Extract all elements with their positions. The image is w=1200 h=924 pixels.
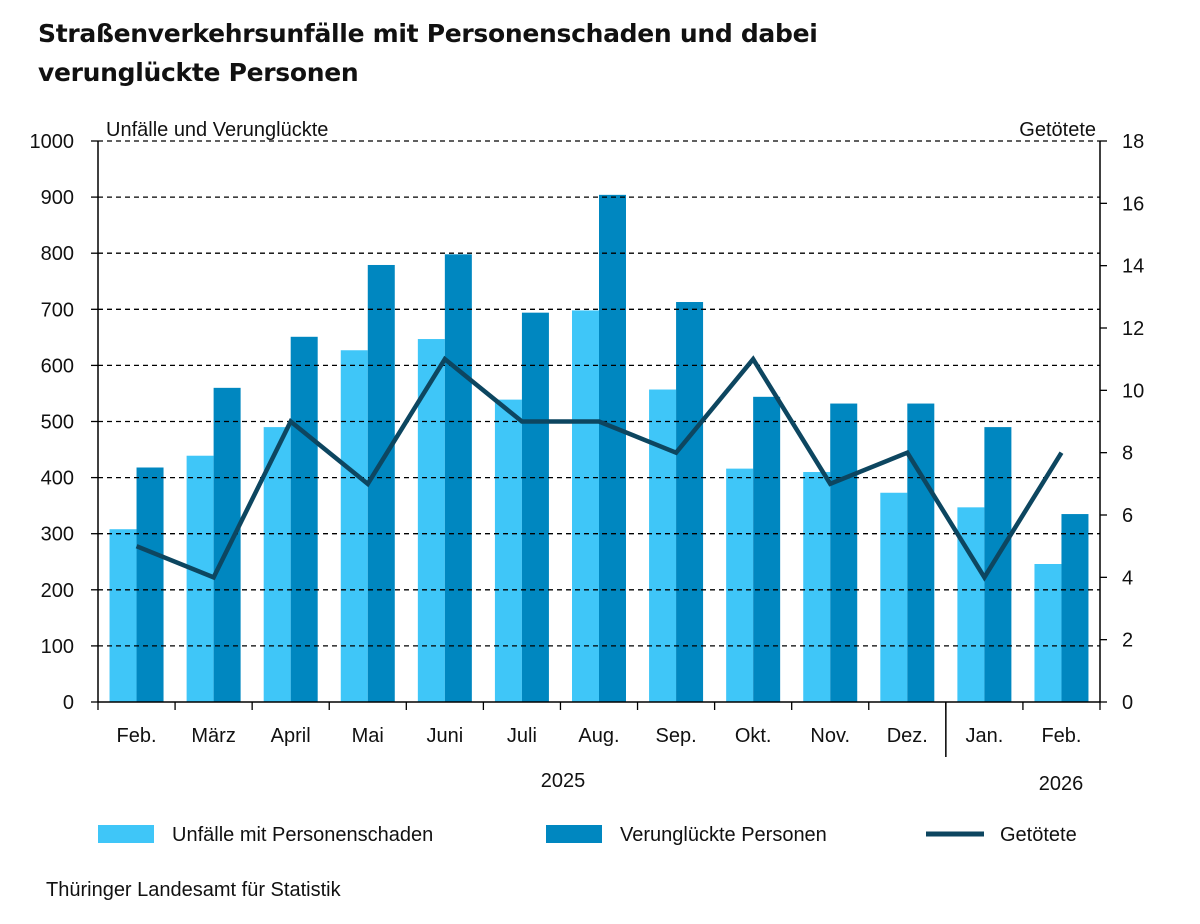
y-right-tick-label-12: 12: [1122, 318, 1144, 340]
y-left-tick-label-500: 500: [41, 412, 74, 434]
axes: [97, 141, 1101, 757]
legend: Unfälle mit Personenschaden Verunglückte…: [98, 824, 1077, 846]
x-tick-label-4: Juni: [426, 725, 463, 747]
bar-verunglueckte-10: [907, 403, 935, 702]
bar-verunglueckte-6: [599, 194, 626, 702]
legend-label-unfaelle: Unfälle mit Personenschaden: [172, 824, 433, 846]
y-left-tick-label-100: 100: [41, 636, 74, 658]
x-tick-label-5: Juli: [507, 725, 537, 747]
y-left-tick-label-1000: 1000: [30, 131, 75, 153]
y-right-tick-label-2: 2: [1122, 630, 1133, 652]
y-left-tick-label-900: 900: [41, 187, 74, 209]
y-right-tick-label-14: 14: [1122, 256, 1144, 278]
y-left-tick-label-600: 600: [41, 355, 74, 377]
y-left-tick-label-800: 800: [41, 243, 74, 265]
y-right-tick-label-18: 18: [1122, 131, 1144, 153]
y-right-tick-label-0: 0: [1122, 692, 1133, 714]
bar-unfaelle-12: [1034, 563, 1062, 702]
bar-unfaelle-7: [649, 389, 677, 702]
y-right-tick-label-16: 16: [1122, 193, 1144, 215]
y-right-tick-label-10: 10: [1122, 380, 1144, 402]
year-label-2025: 2025: [541, 770, 586, 792]
legend-label-verunglueckte: Verunglückte Personen: [620, 824, 827, 846]
x-axis-ticks: Feb. März April Mai Juni Juli Aug. Sep. Okt. Nov.…: [117, 725, 1082, 747]
x-tick-label-3: Mai: [352, 725, 384, 747]
chart-title-line-1: Straßenverkehrsunfälle mit Personenschad…: [38, 19, 818, 48]
legend-swatch-verunglueckte: [546, 825, 602, 843]
bar-verunglueckte-9: [830, 403, 858, 702]
y-axis-left-ticks: 0 100 200 300 400 500 600 700 800 900 1000: [30, 131, 98, 714]
bar-unfaelle-10: [880, 492, 908, 702]
y-left-tick-label-300: 300: [41, 524, 74, 546]
bar-unfaelle-8: [726, 468, 754, 702]
bar-verunglueckte-8: [753, 396, 781, 702]
series-getoetete-line: [135, 355, 1064, 582]
y-axis-right-label: Getötete: [1019, 119, 1096, 141]
y-axis-left-label: Unfälle und Verunglückte: [106, 119, 328, 141]
y-right-tick-label-6: 6: [1122, 505, 1133, 527]
bar-verunglueckte-3: [367, 264, 395, 702]
x-tick-label-1: März: [191, 725, 235, 747]
chart-title-line-2: verunglückte Personen: [38, 58, 359, 87]
bar-unfaelle-0: [109, 529, 137, 702]
bar-unfaelle-3: [340, 350, 368, 702]
x-tick-label-2: April: [271, 725, 311, 747]
bar-unfaelle-6: [572, 310, 599, 702]
x-tick-label-8: Okt.: [735, 725, 772, 747]
y-right-tick-label-8: 8: [1122, 443, 1133, 465]
y-axis-right-ticks: 0 2 4 6 8 10 12 14 16 18: [1100, 131, 1144, 714]
bar-unfaelle-5: [494, 399, 522, 702]
bar-verunglueckte-0: [136, 467, 164, 702]
x-tick-label-10: Dez.: [887, 725, 928, 747]
bar-verunglueckte-12: [1061, 514, 1089, 702]
x-tick-label-6: Aug.: [578, 725, 619, 747]
y-left-tick-label-400: 400: [41, 468, 74, 490]
x-tick-label-11: Jan.: [965, 725, 1003, 747]
y-right-tick-label-4: 4: [1122, 567, 1133, 589]
bar-unfaelle-9: [803, 471, 831, 702]
bar-verunglueckte-2: [290, 336, 318, 702]
series-unfaelle-bars: [109, 310, 1062, 702]
bar-unfaelle-1: [186, 455, 214, 702]
y-left-tick-label-200: 200: [41, 580, 74, 602]
source-note: Thüringer Landesamt für Statistik: [46, 879, 341, 901]
chart: 0 100 200 300 400 500 600 700 800 900 1000 0 2 4 6 8 10…: [30, 119, 1145, 846]
chart-title: Straßenverkehrsunfälle mit Personenschad…: [38, 14, 938, 92]
x-tick-label-0: Feb.: [117, 725, 157, 747]
y-left-tick-label-0: 0: [63, 692, 74, 714]
year-label-2026: 2026: [1039, 773, 1084, 795]
y-left-tick-label-700: 700: [41, 299, 74, 321]
bar-verunglueckte-7: [676, 302, 704, 702]
legend-label-getoetete: Getötete: [1000, 824, 1077, 846]
legend-swatch-unfaelle: [98, 825, 154, 843]
bar-unfaelle-2: [263, 427, 291, 702]
bar-verunglueckte-11: [984, 427, 1012, 702]
bar-verunglueckte-1: [213, 387, 241, 702]
x-tick-label-7: Sep.: [655, 725, 696, 747]
series-verunglueckte-bars: [136, 194, 1089, 702]
x-tick-label-12: Feb.: [1041, 725, 1081, 747]
x-tick-label-9: Nov.: [810, 725, 850, 747]
bar-verunglueckte-5: [521, 312, 549, 702]
